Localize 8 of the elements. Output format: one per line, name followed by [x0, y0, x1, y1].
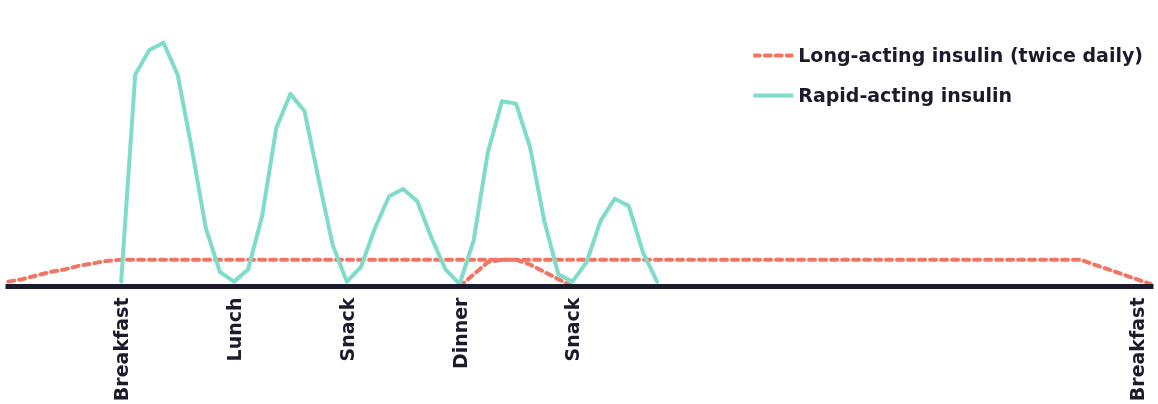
x-tick-label: Breakfast — [1125, 297, 1148, 402]
x-tick-label: Dinner — [448, 296, 471, 370]
x-tick-label: Breakfast — [110, 297, 133, 402]
x-tick-label: Snack — [561, 297, 584, 362]
x-tick-label: Lunch — [222, 297, 245, 362]
legend-label: Rapid-acting insulin — [798, 84, 1013, 106]
legend-label: Long-acting insulin (twice daily) — [798, 44, 1143, 66]
x-tick-label: Snack — [335, 297, 358, 362]
